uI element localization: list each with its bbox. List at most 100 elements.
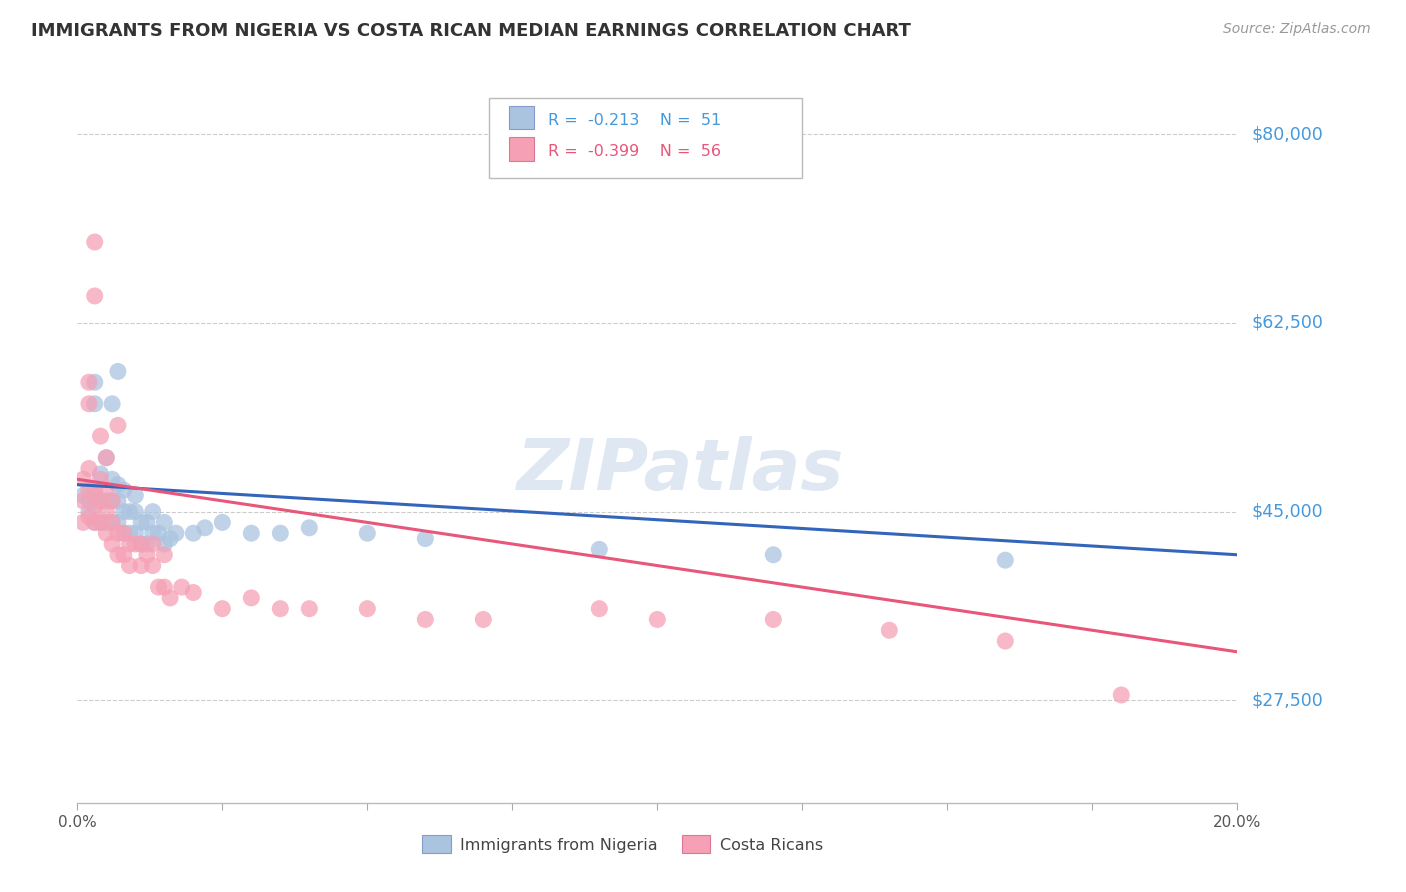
Point [588, 601, 610, 615]
Point [72, 493, 94, 508]
Point [96, 526, 118, 541]
Point [72, 488, 94, 502]
Point [142, 537, 165, 551]
Point [129, 537, 152, 551]
Point [96, 516, 118, 530]
Point [83, 235, 105, 249]
Point [101, 516, 124, 530]
Point [83, 516, 105, 530]
Text: IMMIGRANTS FROM NIGERIA VS COSTA RICAN MEDIAN EARNINGS CORRELATION CHART: IMMIGRANTS FROM NIGERIA VS COSTA RICAN M… [31, 22, 911, 40]
Point [877, 624, 901, 638]
Point [153, 548, 176, 562]
Point [77, 510, 100, 524]
Point [762, 612, 785, 626]
Point [90, 429, 111, 443]
Point [83, 289, 105, 303]
Point [136, 516, 159, 530]
Point [356, 601, 378, 615]
Point [101, 472, 124, 486]
Bar [509, 105, 534, 129]
Point [77, 483, 100, 497]
Point [107, 526, 129, 541]
Point [107, 516, 129, 530]
Point [112, 483, 135, 497]
Point [90, 467, 111, 481]
Point [96, 450, 118, 465]
Point [240, 591, 263, 605]
Bar [509, 137, 534, 161]
Point [77, 376, 100, 390]
Point [124, 526, 146, 541]
Point [472, 612, 495, 626]
Text: ZIPatlas: ZIPatlas [517, 436, 844, 505]
Point [101, 537, 124, 551]
Point [183, 526, 205, 541]
Point [165, 526, 187, 541]
Point [211, 601, 233, 615]
Point [112, 526, 135, 541]
Point [77, 505, 100, 519]
Point [269, 526, 291, 541]
Point [77, 493, 100, 508]
Point [153, 516, 176, 530]
Point [129, 516, 152, 530]
Point [124, 505, 146, 519]
Point [356, 526, 378, 541]
Point [77, 397, 100, 411]
Point [142, 558, 165, 573]
Point [107, 493, 129, 508]
Point [211, 516, 233, 530]
Point [112, 526, 135, 541]
Point [101, 493, 124, 508]
Point [101, 493, 124, 508]
Point [170, 580, 193, 594]
Point [142, 505, 165, 519]
Point [118, 537, 141, 551]
Point [107, 548, 129, 562]
Point [90, 493, 111, 508]
Point [148, 526, 170, 541]
FancyBboxPatch shape [489, 98, 803, 178]
Point [124, 488, 146, 502]
Point [153, 580, 176, 594]
Point [153, 537, 176, 551]
Point [107, 477, 129, 491]
Point [96, 450, 118, 465]
Point [83, 500, 105, 514]
Point [90, 493, 111, 508]
Point [72, 516, 94, 530]
Point [413, 532, 436, 546]
Point [762, 548, 785, 562]
Point [90, 516, 111, 530]
Point [142, 526, 165, 541]
Point [124, 537, 146, 551]
Point [129, 558, 152, 573]
Text: $80,000: $80,000 [1251, 125, 1323, 144]
Point [96, 505, 118, 519]
Point [298, 521, 321, 535]
Point [240, 526, 263, 541]
Point [647, 612, 669, 626]
Point [101, 516, 124, 530]
Point [107, 418, 129, 433]
Text: $27,500: $27,500 [1251, 691, 1323, 709]
Point [101, 397, 124, 411]
Point [298, 601, 321, 615]
Point [136, 548, 159, 562]
Legend: Immigrants from Nigeria, Costa Ricans: Immigrants from Nigeria, Costa Ricans [415, 829, 830, 860]
Point [90, 516, 111, 530]
Text: Source: ZipAtlas.com: Source: ZipAtlas.com [1223, 22, 1371, 37]
Point [183, 585, 205, 599]
Point [148, 580, 170, 594]
Point [96, 493, 118, 508]
Point [83, 397, 105, 411]
Text: $62,500: $62,500 [1251, 314, 1323, 332]
Point [269, 601, 291, 615]
Point [413, 612, 436, 626]
Point [77, 461, 100, 475]
Point [1111, 688, 1133, 702]
Point [159, 591, 181, 605]
Point [112, 505, 135, 519]
Point [112, 548, 135, 562]
Point [90, 472, 111, 486]
